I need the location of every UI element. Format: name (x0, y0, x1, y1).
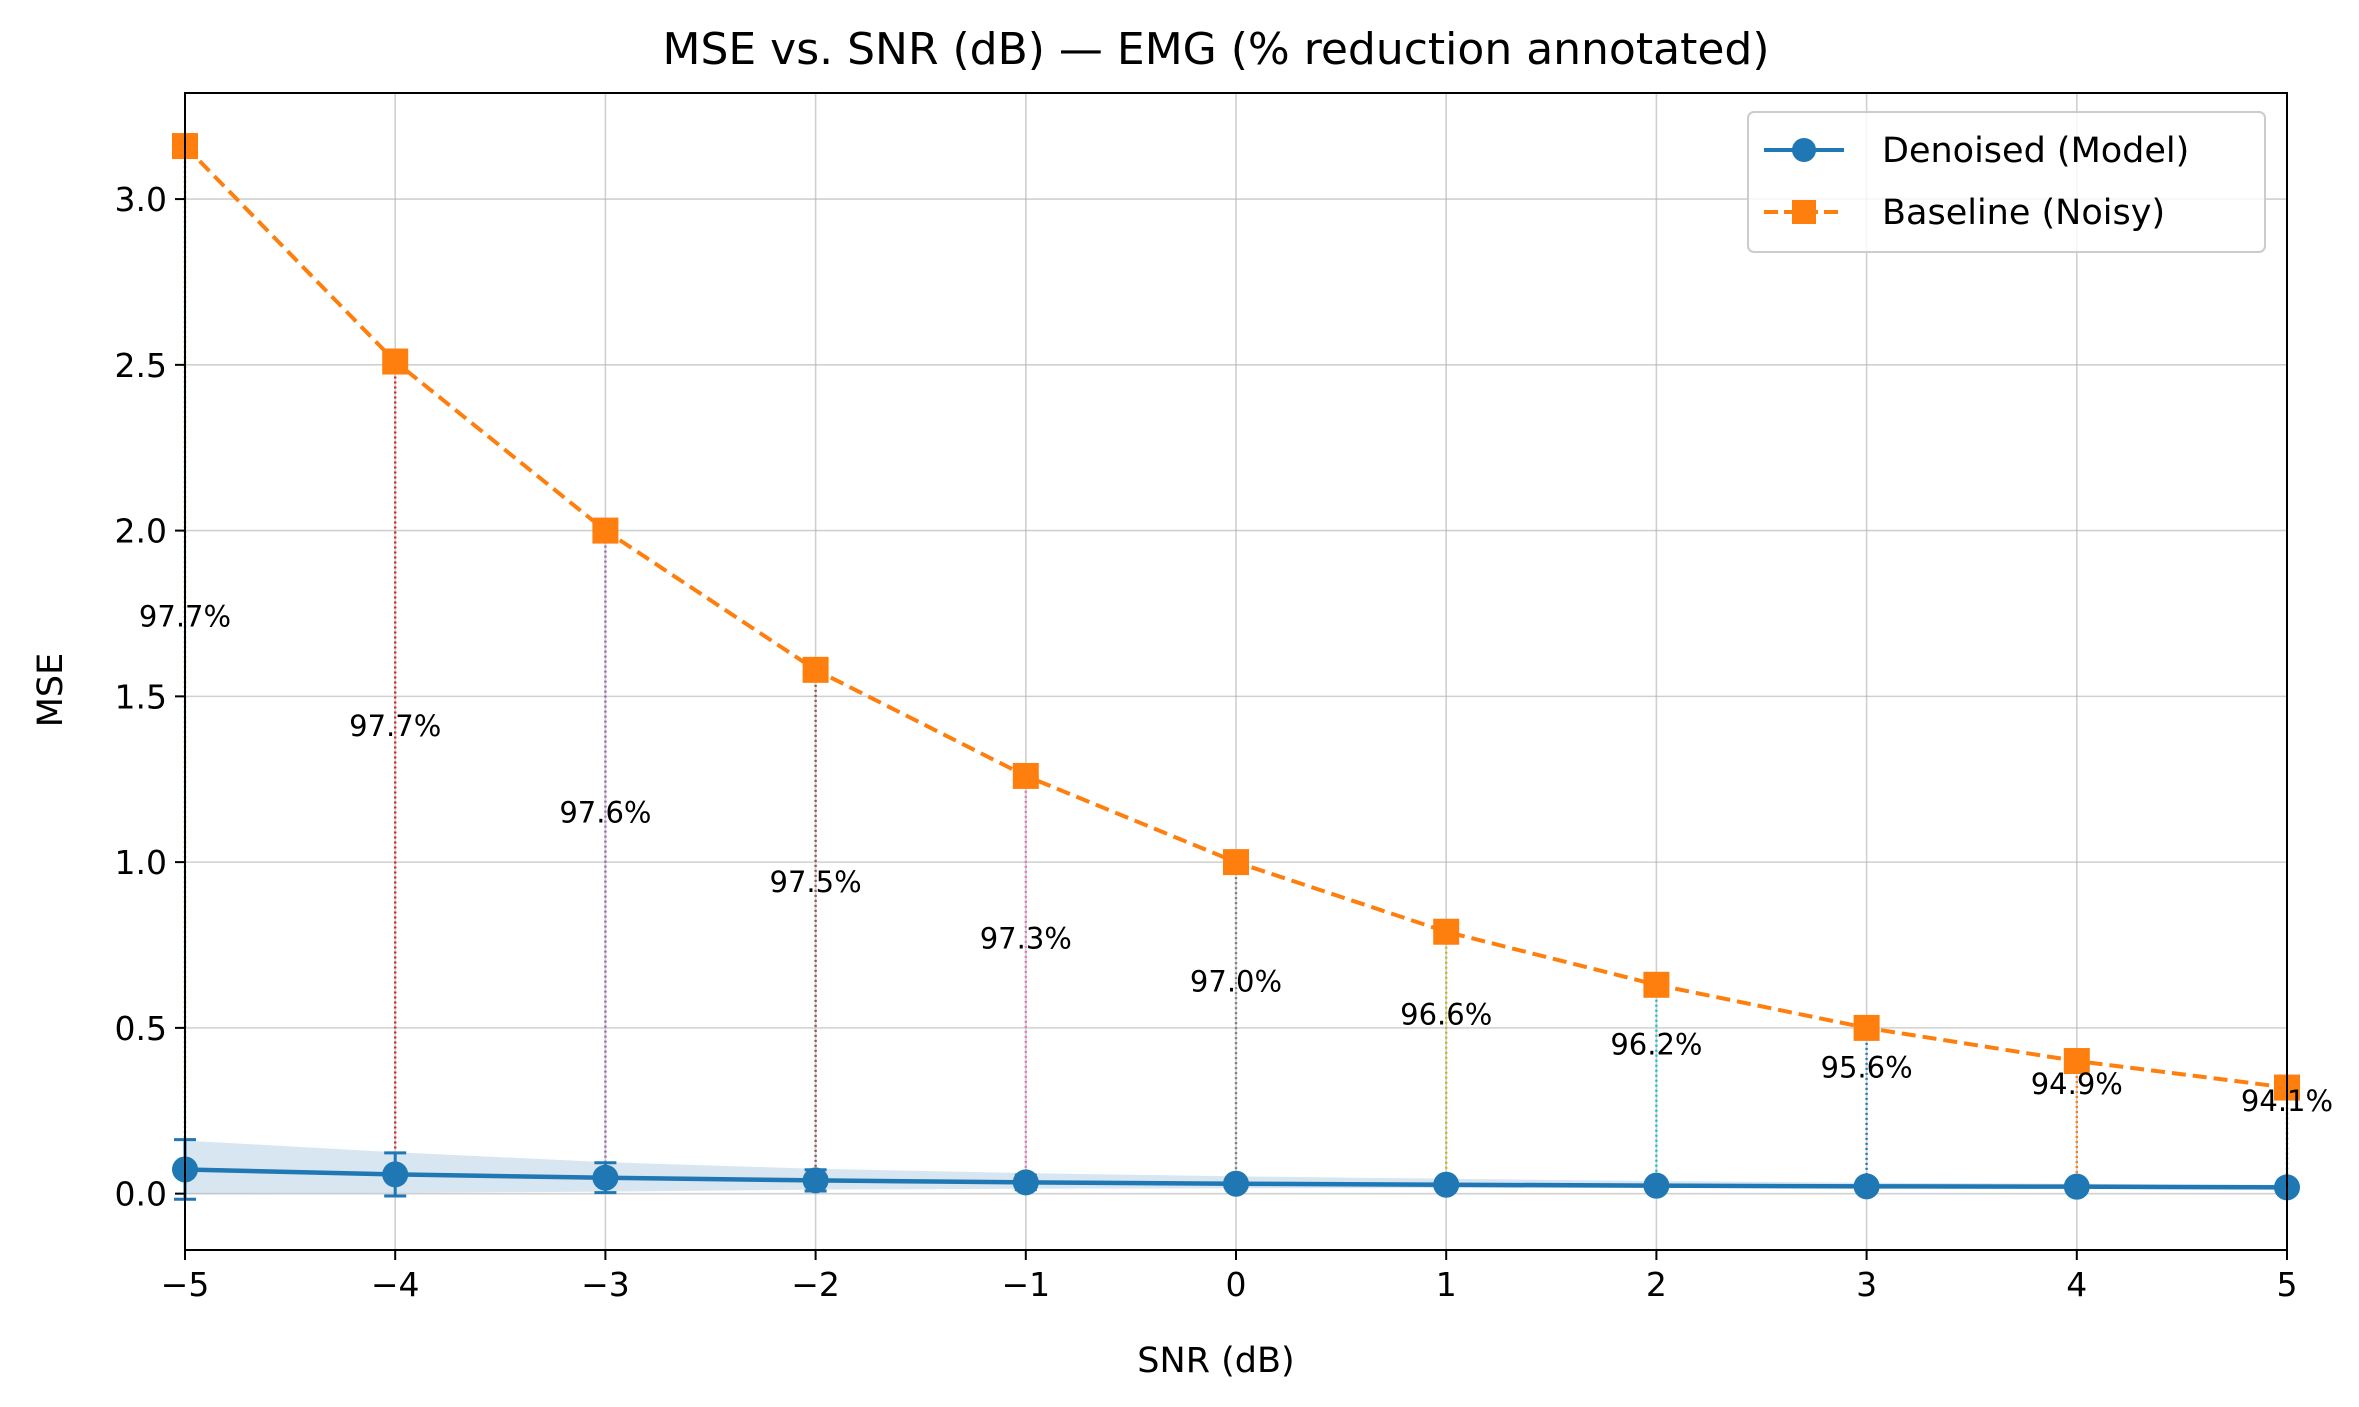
y-tick-label: 0.0 (115, 1175, 167, 1214)
x-tick-label: 4 (2066, 1265, 2087, 1304)
baseline-point (592, 517, 619, 544)
reduction-label: 95.6% (1821, 1051, 1913, 1085)
denoised-point (1643, 1172, 1670, 1199)
denoised-point (1012, 1169, 1039, 1196)
legend-entry-denoised: Denoised (Model) (1764, 131, 2189, 171)
y-tick-label: 2.5 (115, 346, 167, 385)
legend-label-denoised: Denoised (Model) (1882, 131, 2189, 171)
reduction-label: 97.7% (349, 709, 441, 743)
legend-box (1747, 111, 2266, 253)
y-tick-label: 3.0 (115, 180, 167, 219)
legend-marker-baseline (1792, 200, 1816, 224)
baseline-point (1433, 918, 1460, 945)
baseline-point (1223, 849, 1249, 876)
denoised-point (1433, 1171, 1460, 1198)
x-tick-label: 3 (1856, 1265, 1877, 1304)
baseline-point (1853, 1014, 1880, 1041)
baseline-point (1012, 762, 1039, 789)
baseline-point (382, 348, 409, 375)
reduction-label: 97.5% (770, 865, 862, 899)
x-tick-label: 0 (1226, 1265, 1247, 1304)
reduction-label: 96.2% (1610, 1027, 1702, 1061)
reduction-label: 97.3% (980, 921, 1072, 955)
x-tick-label: −3 (581, 1265, 630, 1304)
legend: Denoised (Model) Baseline (Noisy) (1747, 111, 2266, 253)
x-tick-label: −5 (161, 1265, 210, 1304)
y-tick-label: 1.0 (115, 843, 167, 882)
baseline-point (2063, 1048, 2090, 1075)
y-axis-label: MSE (31, 653, 71, 728)
x-tick-label: −2 (791, 1265, 840, 1304)
reduction-label: 96.6% (1400, 998, 1492, 1032)
legend-entry-baseline: Baseline (Noisy) (1764, 193, 2165, 233)
reduction-label: 97.0% (1190, 964, 1282, 998)
x-axis-label: SNR (dB) (1137, 1341, 1294, 1381)
denoised-point (382, 1161, 409, 1188)
legend-marker-denoised (1792, 138, 1816, 162)
x-tick-label: 5 (2277, 1265, 2298, 1304)
reduction-label: 94.9% (2031, 1067, 2123, 1101)
baseline-point (1643, 971, 1670, 998)
x-tick-label: −1 (1001, 1265, 1050, 1304)
y-tick-label: 2.0 (115, 512, 167, 551)
x-tick-label: 1 (1436, 1265, 1457, 1304)
y-tick-label: 0.5 (115, 1009, 167, 1048)
denoised-point (2063, 1173, 2090, 1200)
x-axis-ticks: −5 −4 −3 −2 −1 0 1 2 3 4 5 (161, 1250, 2298, 1304)
reduction-label: 97.6% (559, 795, 651, 829)
x-tick-label: −4 (371, 1265, 420, 1304)
denoised-point (802, 1167, 829, 1194)
denoised-point (1853, 1173, 1880, 1200)
denoised-point (592, 1164, 619, 1191)
chart-title: MSE vs. SNR (dB) — EMG (% reduction anno… (662, 24, 1769, 75)
x-tick-label: 2 (1646, 1265, 1667, 1304)
legend-label-baseline: Baseline (Noisy) (1882, 193, 2165, 233)
y-axis-ticks: 0.0 0.5 1.0 1.5 2.0 2.5 3.0 (115, 180, 185, 1214)
y-tick-label: 1.5 (115, 677, 167, 716)
denoised-point (1223, 1170, 1249, 1197)
baseline-point (802, 656, 829, 683)
